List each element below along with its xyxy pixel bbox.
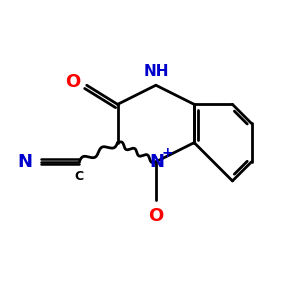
Text: +: + bbox=[161, 146, 173, 160]
Text: C: C bbox=[75, 170, 84, 183]
Text: O: O bbox=[65, 73, 80, 91]
Text: NH: NH bbox=[143, 64, 169, 79]
Text: N: N bbox=[18, 153, 33, 171]
Text: N: N bbox=[150, 153, 165, 171]
Text: O: O bbox=[148, 206, 164, 224]
